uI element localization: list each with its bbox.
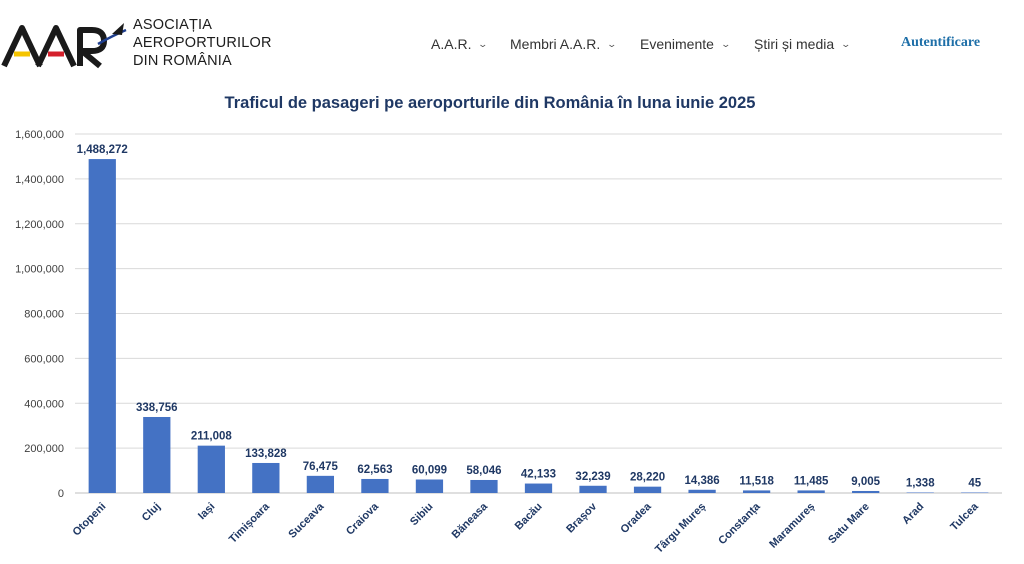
nav-item-membri-label: Membri A.A.R. xyxy=(510,36,601,52)
x-tick-label: Iași xyxy=(196,501,217,522)
data-label: 1,338 xyxy=(906,478,935,490)
bar xyxy=(742,490,771,493)
x-tick-label: Oradea xyxy=(618,500,654,536)
bar xyxy=(306,475,335,493)
data-label: 1,488,272 xyxy=(77,144,128,156)
bar xyxy=(633,486,662,493)
x-tick-label: Cluj xyxy=(140,501,163,524)
nav-item-aar[interactable]: A.A.R. ⌄ xyxy=(431,36,489,52)
bar xyxy=(961,492,989,493)
y-tick-label: 600,000 xyxy=(24,353,64,365)
data-label: 28,220 xyxy=(630,472,665,484)
data-label: 11,485 xyxy=(794,475,829,487)
x-tick-label: Suceava xyxy=(286,500,327,541)
nav-item-aar-label: A.A.R. xyxy=(431,36,472,52)
y-tick-label: 0 xyxy=(58,488,64,500)
data-label: 76,475 xyxy=(303,461,339,473)
logo-line-1: ASOCIAȚIA xyxy=(133,17,213,33)
nav-item-evenimente[interactable]: Evenimente ⌄ xyxy=(640,36,731,52)
login-link[interactable]: Autentificare xyxy=(901,35,981,50)
x-tick-label: Arad xyxy=(900,501,926,527)
data-label: 211,008 xyxy=(191,431,233,443)
data-label: 32,239 xyxy=(575,471,610,483)
bar xyxy=(88,159,116,493)
chevron-down-icon: ⌄ xyxy=(840,38,852,49)
data-label: 133,828 xyxy=(245,448,287,460)
x-tick-label: Târgu Mureș xyxy=(653,501,708,556)
x-tick-label: Constanța xyxy=(716,500,763,547)
chart-title: Traficul de pasageri pe aeroporturile di… xyxy=(225,94,756,112)
logo-line-2: AEROPORTURILOR xyxy=(133,35,272,51)
data-label: 9,005 xyxy=(851,476,880,488)
bar xyxy=(415,479,444,493)
x-tick-label: Craiova xyxy=(344,500,382,538)
x-tick-label: Băneasa xyxy=(450,500,491,541)
bar xyxy=(252,462,280,493)
logo-text: ASOCIAȚIA AEROPORTURILOR DIN ROMÂNIA xyxy=(133,16,272,70)
bar xyxy=(852,490,880,493)
data-label: 338,756 xyxy=(136,402,178,414)
y-tick-label: 400,000 xyxy=(24,398,64,410)
gridlines xyxy=(75,133,1002,494)
y-tick-label: 1,200,000 xyxy=(15,219,64,231)
bar xyxy=(361,478,389,493)
x-axis-ticks: Otopeni Cluj Iași Timișoara Suceava Craiova Si… xyxy=(71,500,982,556)
y-tick-label: 1,400,000 xyxy=(15,174,64,186)
data-label: 14,386 xyxy=(684,475,719,487)
nav-item-evenimente-label: Evenimente xyxy=(640,36,714,52)
chevron-down-icon: ⌄ xyxy=(720,38,731,49)
aar-logo-mark xyxy=(1,23,127,69)
data-label: 11,518 xyxy=(739,475,774,487)
bar xyxy=(797,490,825,493)
nav-item-stiri-media[interactable]: Știri și media ⌄ xyxy=(754,36,852,52)
aar-logo[interactable] xyxy=(0,14,130,74)
x-tick-label: Brașov xyxy=(564,500,599,535)
chart-area xyxy=(0,86,1024,564)
x-tick-label: Sibiu xyxy=(408,501,435,528)
bars xyxy=(88,159,989,493)
y-tick-label: 800,000 xyxy=(24,309,64,321)
data-label: 42,133 xyxy=(521,469,556,481)
y-axis-ticks: 0 200,000 400,000 600,000 800,000 1,000,000 1,… xyxy=(15,129,64,500)
x-tick-label: Satu Mare xyxy=(826,501,872,547)
x-tick-label: Maramureș xyxy=(767,501,817,551)
x-tick-label: Timișoara xyxy=(227,500,273,546)
data-labels: 1,488,272 338,756 211,008 133,828 76,475 62,5… xyxy=(77,144,982,489)
chevron-down-icon: ⌄ xyxy=(477,38,489,49)
bar xyxy=(197,445,225,493)
bar xyxy=(470,479,498,493)
bar xyxy=(688,489,716,493)
x-tick-label: Tulcea xyxy=(948,500,981,533)
bar xyxy=(524,483,553,493)
nav-item-stiri-media-label: Știri și media xyxy=(754,36,835,52)
x-tick-label: Bacău xyxy=(513,501,545,533)
y-tick-label: 1,600,000 xyxy=(15,129,64,141)
data-label: 45 xyxy=(968,478,981,490)
data-label: 62,563 xyxy=(357,464,392,476)
y-tick-label: 1,000,000 xyxy=(15,264,64,276)
x-tick-label: Otopeni xyxy=(71,501,109,539)
data-label: 60,099 xyxy=(412,465,447,477)
y-tick-label: 200,000 xyxy=(24,443,64,455)
data-label: 58,046 xyxy=(466,465,501,477)
chevron-down-icon: ⌄ xyxy=(606,38,618,49)
nav-item-membri[interactable]: Membri A.A.R. ⌄ xyxy=(510,36,618,52)
bar xyxy=(579,485,607,493)
bar xyxy=(906,492,934,493)
bar xyxy=(143,416,171,493)
logo-line-3: DIN ROMÂNIA xyxy=(133,53,232,69)
site-header: ASOCIAȚIA AEROPORTURILOR DIN ROMÂNIA A.A… xyxy=(0,0,1024,86)
